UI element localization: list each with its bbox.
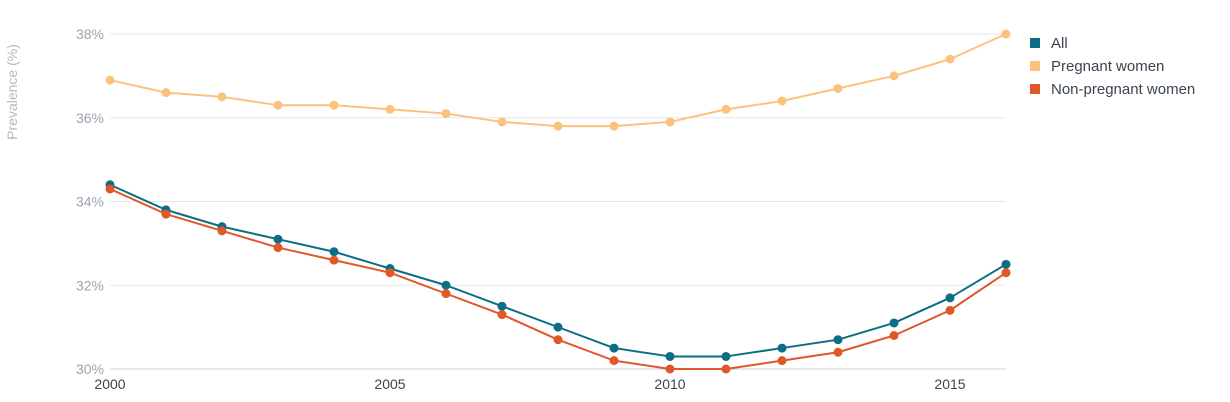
y-tick-label: 36% [76, 110, 104, 126]
data-point[interactable] [889, 331, 899, 340]
data-point[interactable] [105, 75, 115, 85]
data-point[interactable] [385, 268, 395, 278]
data-point[interactable] [105, 184, 115, 194]
data-point[interactable] [441, 289, 451, 299]
data-point[interactable] [385, 104, 395, 114]
data-point[interactable] [273, 100, 283, 110]
gridlines [110, 33, 1006, 370]
data-point[interactable] [497, 310, 507, 320]
data-point[interactable] [609, 356, 619, 366]
data-point[interactable] [777, 356, 787, 366]
series-line [109, 33, 1007, 128]
data-point[interactable] [273, 243, 283, 253]
data-point[interactable] [1001, 268, 1011, 278]
data-point[interactable] [217, 92, 227, 102]
legend: All Pregnant women Non-pregnant women [1030, 35, 1195, 98]
y-axis-ticks: 30% 32% 34% 36% 38% [76, 26, 104, 377]
data-point[interactable] [273, 234, 283, 244]
data-point[interactable] [1001, 259, 1011, 269]
data-point[interactable] [889, 71, 899, 81]
data-point[interactable] [217, 226, 227, 236]
legend-item[interactable]: Non-pregnant women [1030, 81, 1195, 98]
legend-swatch [1030, 61, 1040, 71]
series-non-pregnant-women [105, 184, 1011, 374]
y-tick-label: 32% [76, 277, 104, 293]
y-tick-label: 34% [76, 194, 104, 210]
data-point[interactable] [497, 301, 507, 311]
data-point[interactable] [1001, 29, 1011, 39]
data-point[interactable] [441, 280, 451, 290]
data-point[interactable] [945, 54, 955, 64]
data-point[interactable] [161, 88, 171, 98]
data-point[interactable] [945, 293, 955, 303]
y-axis-title: Prevalence (%) [4, 44, 20, 140]
series-layer [105, 29, 1011, 374]
data-point[interactable] [833, 335, 843, 345]
data-point[interactable] [553, 322, 563, 332]
y-tick-label: 30% [76, 361, 104, 377]
x-tick-label: 2005 [374, 376, 405, 392]
data-point[interactable] [329, 255, 339, 265]
data-point[interactable] [721, 364, 731, 374]
y-tick-label: 38% [76, 26, 104, 42]
data-point[interactable] [441, 109, 451, 119]
data-point[interactable] [609, 343, 619, 353]
data-point[interactable] [609, 121, 619, 131]
x-tick-label: 2015 [934, 376, 965, 392]
data-point[interactable] [721, 104, 731, 114]
data-point[interactable] [777, 343, 787, 353]
data-point[interactable] [833, 83, 843, 93]
data-point[interactable] [665, 364, 675, 374]
data-point[interactable] [329, 100, 339, 110]
x-tick-label: 2000 [94, 376, 125, 392]
data-point[interactable] [665, 117, 675, 127]
data-point[interactable] [665, 351, 675, 361]
legend-item[interactable]: All [1030, 35, 1068, 52]
data-point[interactable] [721, 351, 731, 361]
legend-label: Non-pregnant women [1051, 81, 1195, 98]
data-point[interactable] [329, 247, 339, 257]
data-point[interactable] [161, 209, 171, 219]
data-point[interactable] [553, 121, 563, 131]
x-tick-label: 2010 [654, 376, 685, 392]
legend-swatch [1030, 84, 1040, 94]
series-all [105, 180, 1011, 361]
data-point[interactable] [945, 305, 955, 315]
legend-item[interactable]: Pregnant women [1030, 58, 1164, 75]
data-point[interactable] [889, 318, 899, 328]
legend-label: Pregnant women [1051, 58, 1164, 75]
legend-swatch [1030, 38, 1040, 48]
series-pregnant-women [105, 29, 1011, 131]
legend-label: All [1051, 35, 1068, 52]
data-point[interactable] [833, 347, 843, 357]
data-point[interactable] [777, 96, 787, 106]
data-point[interactable] [553, 335, 563, 345]
x-axis-ticks: 2000 2005 2010 2015 [94, 376, 965, 392]
data-point[interactable] [497, 117, 507, 127]
